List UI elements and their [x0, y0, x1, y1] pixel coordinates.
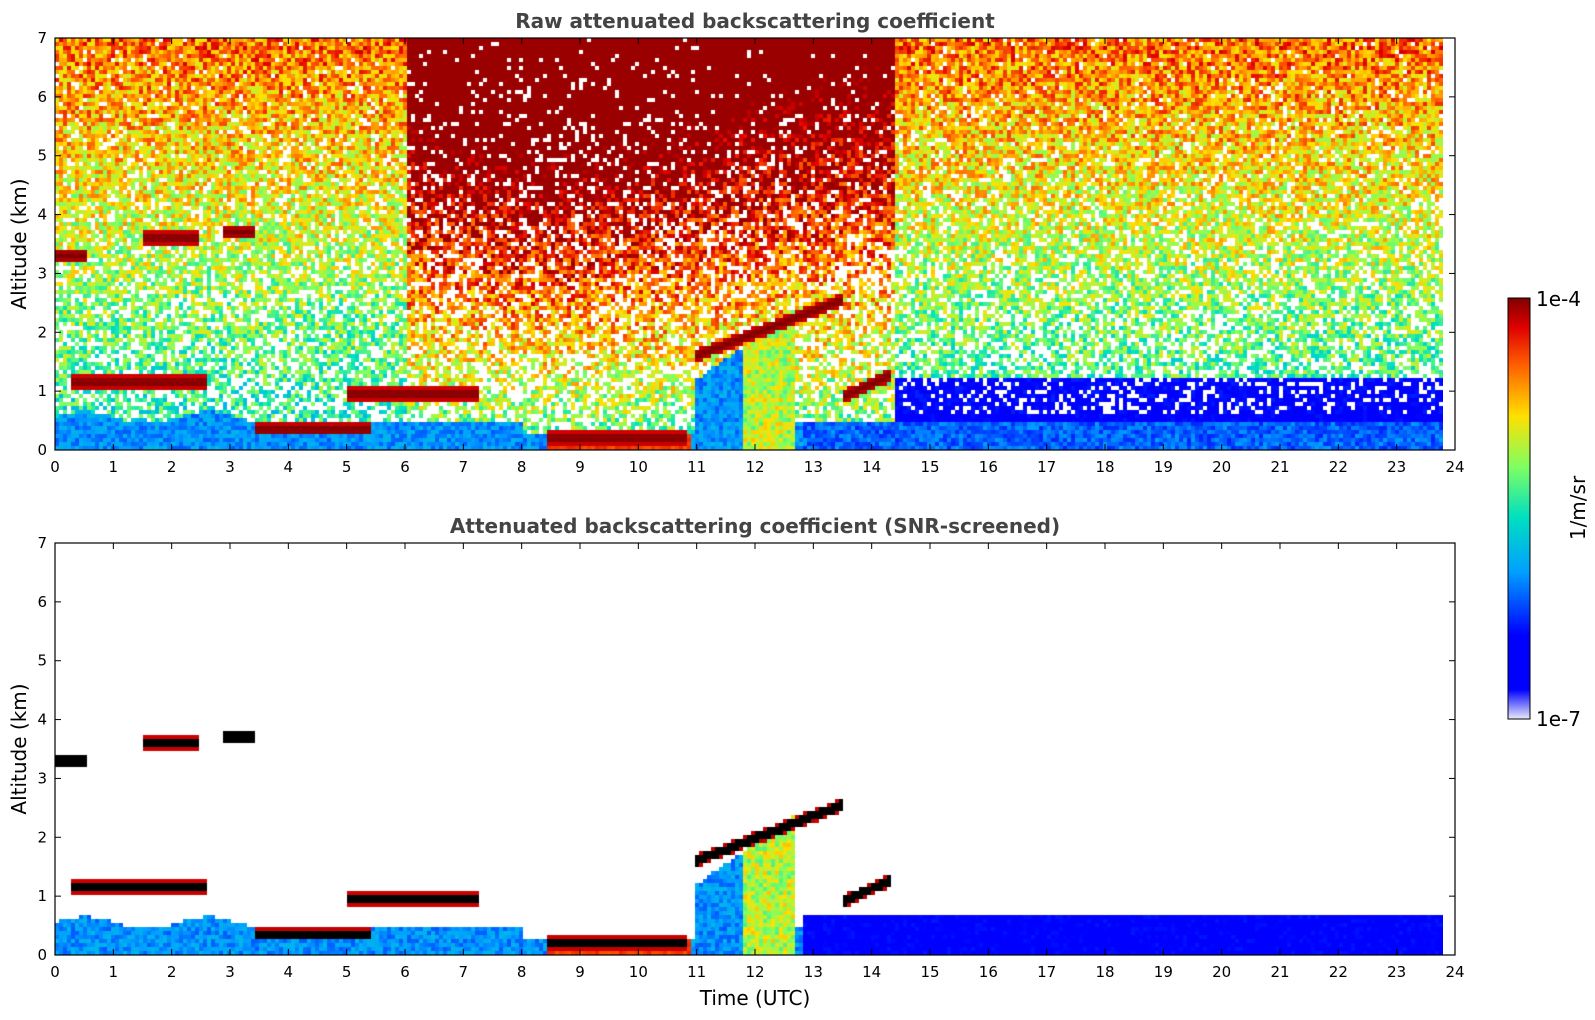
x-tick-label: 7: [459, 458, 469, 476]
x-tick-label: 11: [687, 458, 706, 476]
y-tick-label: 7: [37, 534, 47, 552]
x-tick-label: 4: [284, 963, 294, 981]
x-tick-label: 7: [459, 963, 469, 981]
heatmap-image: [55, 38, 1443, 450]
x-tick-label: 6: [400, 963, 410, 981]
y-tick-label: 5: [37, 147, 47, 165]
x-tick-label: 24: [1445, 963, 1464, 981]
y-tick-label: 4: [37, 711, 47, 729]
colorbar-min-label: 1e-7: [1536, 707, 1581, 731]
panel-raw-x-ticks: 0 1 2 3 4 5 6 7 8 9 10 11 12 13 14 15 16 17 18 19 20 21 22 23 24: [50, 38, 1465, 476]
panel-raw: Raw attenuated backscattering coefficien…: [7, 9, 1465, 476]
x-tick-label: 14: [862, 963, 881, 981]
panel-screened: Attenuated backscattering coefficient (S…: [7, 514, 1465, 1010]
x-tick-label: 8: [517, 458, 527, 476]
y-tick-label: 4: [37, 206, 47, 224]
x-tick-label: 2: [167, 963, 177, 981]
panel-raw-ylabel: Altitude (km): [7, 178, 31, 309]
y-tick-label: 3: [37, 769, 47, 787]
y-tick-label: 0: [37, 946, 47, 964]
x-tick-label: 5: [342, 458, 352, 476]
x-tick-label: 0: [50, 458, 60, 476]
colorbar-max-label: 1e-4: [1536, 287, 1581, 311]
x-tick-label: 21: [1270, 458, 1289, 476]
panel-raw-title: Raw attenuated backscattering coefficien…: [515, 9, 995, 33]
x-tick-label: 17: [1037, 458, 1056, 476]
x-tick-label: 19: [1154, 458, 1173, 476]
x-tick-label: 21: [1270, 963, 1289, 981]
x-tick-label: 8: [517, 963, 527, 981]
x-tick-label: 16: [979, 963, 998, 981]
y-tick-label: 1: [37, 887, 47, 905]
panel-screened-y-ticks: 0 1 2 3 4 5 6 7: [37, 534, 1455, 964]
x-tick-label: 20: [1212, 963, 1231, 981]
x-tick-label: 22: [1329, 963, 1348, 981]
x-tick-label: 20: [1212, 458, 1231, 476]
colorbar-gradient: [1507, 297, 1531, 720]
colorbar-units-label: 1/m/sr: [1566, 475, 1590, 540]
x-tick-label: 15: [920, 458, 939, 476]
panel-screened-xlabel: Time (UTC): [699, 986, 811, 1010]
x-tick-label: 10: [629, 963, 648, 981]
panel-screened-x-ticks: 0 1 2 3 4 5 6 7 8 9 10 11 12 13 14 15 16 17 18 19 20 21 22 23 24: [50, 543, 1465, 981]
panel-screened-title: Attenuated backscattering coefficient (S…: [450, 514, 1060, 538]
y-tick-label: 6: [37, 593, 47, 611]
y-tick-label: 5: [37, 652, 47, 670]
x-tick-label: 15: [920, 963, 939, 981]
y-tick-label: 1: [37, 382, 47, 400]
heatmap-image: [55, 543, 1443, 955]
x-tick-label: 9: [575, 458, 585, 476]
x-tick-label: 3: [225, 963, 235, 981]
x-tick-label: 22: [1329, 458, 1348, 476]
y-tick-label: 0: [37, 441, 47, 459]
x-tick-label: 24: [1445, 458, 1464, 476]
x-tick-label: 18: [1095, 458, 1114, 476]
x-tick-label: 0: [50, 963, 60, 981]
x-tick-label: 3: [225, 458, 235, 476]
y-tick-label: 3: [37, 264, 47, 282]
x-tick-label: 10: [629, 458, 648, 476]
x-tick-label: 4: [284, 458, 294, 476]
y-tick-label: 2: [37, 828, 47, 846]
x-tick-label: 2: [167, 458, 177, 476]
x-tick-label: 23: [1387, 963, 1406, 981]
x-tick-label: 12: [745, 458, 764, 476]
x-tick-label: 5: [342, 963, 352, 981]
y-tick-label: 7: [37, 29, 47, 47]
x-tick-label: 17: [1037, 963, 1056, 981]
x-tick-label: 12: [745, 963, 764, 981]
x-tick-label: 18: [1095, 963, 1114, 981]
x-tick-label: 1: [109, 458, 119, 476]
panel-raw-heatmap: [55, 38, 1443, 450]
x-tick-label: 6: [400, 458, 410, 476]
y-tick-label: 6: [37, 88, 47, 106]
x-tick-label: 16: [979, 458, 998, 476]
x-tick-label: 14: [862, 458, 881, 476]
panel-screened-ylabel: Altitude (km): [7, 683, 31, 814]
x-tick-label: 13: [804, 458, 823, 476]
colorbar: 1e-4 1e-7 1/m/sr: [1507, 287, 1590, 731]
panel-raw-y-ticks: 0 1 2 3 4 5 6 7: [37, 29, 1455, 459]
panel-screened-heatmap: [55, 543, 1443, 955]
x-tick-label: 9: [575, 963, 585, 981]
x-tick-label: 23: [1387, 458, 1406, 476]
x-tick-label: 19: [1154, 963, 1173, 981]
x-tick-label: 11: [687, 963, 706, 981]
x-tick-label: 1: [109, 963, 119, 981]
x-tick-label: 13: [804, 963, 823, 981]
y-tick-label: 2: [37, 323, 47, 341]
